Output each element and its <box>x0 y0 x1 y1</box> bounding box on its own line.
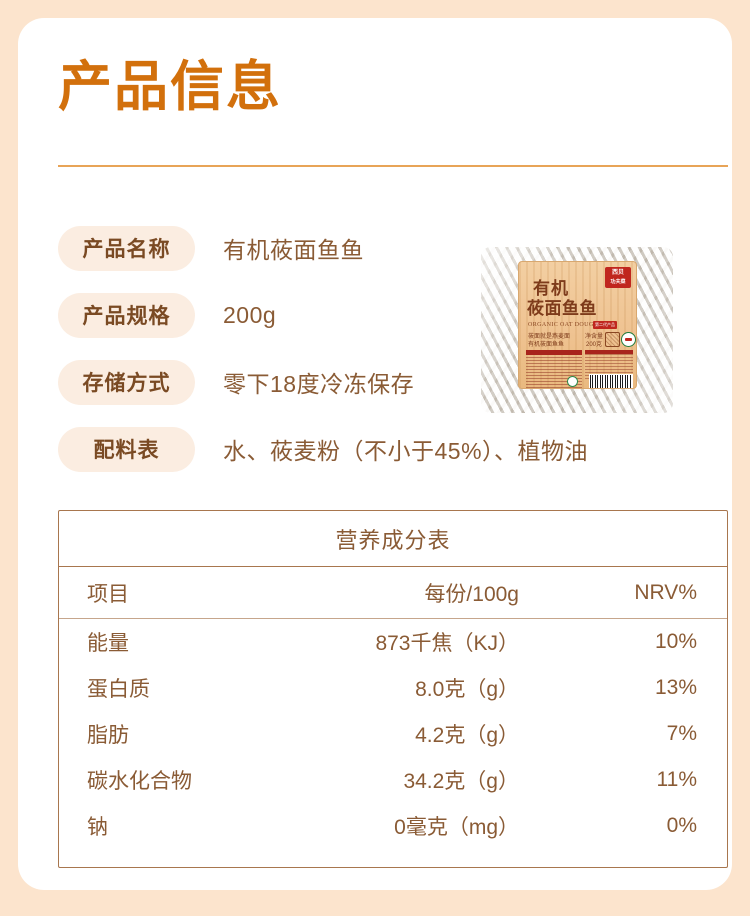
nutrient-name-protein: 蛋白质 <box>87 678 150 701</box>
title-divider <box>58 165 728 167</box>
nutrient-nrv-fat: 7% <box>666 722 697 745</box>
info-value-specification: 200g <box>223 301 277 328</box>
page-title: 产品信息 <box>58 57 282 117</box>
info-label-specification: 产品规格 <box>58 292 195 338</box>
nutrient-name-energy: 能量 <box>87 632 129 655</box>
package-subtitle-line1: 莜面就是燕麦面 <box>528 334 571 340</box>
nutrient-value-sodium: 0毫克（mg） <box>394 816 519 839</box>
package-english-name: ORGANIC OAT DOUGH <box>528 322 599 328</box>
nutrition-table-title: 营养成分表 <box>59 511 727 567</box>
title-block: 产品信息 <box>58 56 698 118</box>
info-value-product-name: 有机莜面鱼鱼 <box>223 237 364 263</box>
nutrient-value-energy: 873千焦（KJ） <box>375 632 519 655</box>
table-bottom-spacer <box>59 849 727 867</box>
brand-logo: 西贝 功夫菜 <box>605 267 631 288</box>
brand-logo-line2: 功夫菜 <box>610 279 626 285</box>
qr-code-icon <box>605 332 620 347</box>
table-row: 钠 0毫克（mg） 0% <box>59 803 727 849</box>
info-row: 存储方式 零下18度冷冻保存 <box>58 359 698 405</box>
column-header-item: 项目 <box>87 582 129 606</box>
nutrition-facts-table: 营养成分表 项目 每份/100g NRV% 能量 873千焦（KJ） 10% 蛋… <box>58 510 728 868</box>
nutrient-value-protein: 8.0克（g） <box>415 678 519 701</box>
organic-certification-icon <box>621 332 636 347</box>
nutrient-nrv-sodium: 0% <box>666 814 697 837</box>
nutrient-value-carbohydrate: 34.2克（g） <box>403 770 519 793</box>
package-front-label: 西贝 功夫菜 有机 莜面鱼鱼 ORGANIC OAT DOUGH 第二代产品 莜… <box>518 261 637 389</box>
info-row: 产品名称 有机莜面鱼鱼 <box>58 225 698 271</box>
nutrient-nrv-energy: 10% <box>654 630 697 653</box>
info-value-ingredients: 水、莜麦粉（不小于45%）、植物油 <box>223 438 589 464</box>
info-row: 配料表 水、莜麦粉（不小于45%）、植物油 <box>58 426 698 472</box>
package-net-weight-label: 净含量 <box>585 334 604 340</box>
nutrient-value-fat: 4.2克（g） <box>415 724 519 747</box>
package-generation-badge: 第二代产品 <box>593 321 617 329</box>
info-label-product-name: 产品名称 <box>58 225 195 271</box>
nutrition-table-header: 项目 每份/100g NRV% <box>59 567 727 619</box>
product-info-card: 产品信息 产品名称 有机莜面鱼鱼 产品规格 200g 存储方式 零下18度冷冻保… <box>18 18 732 890</box>
barcode-icon <box>589 374 633 388</box>
package-subtitle: 莜面就是燕麦面 有机莜面鱼鱼 <box>528 333 570 349</box>
package-net-weight-value: 200克 <box>586 342 603 348</box>
green-food-icon <box>567 376 578 387</box>
info-value-storage: 零下18度冷冻保存 <box>223 371 415 397</box>
nutrient-nrv-protein: 13% <box>654 676 697 699</box>
nutrient-name-fat: 脂肪 <box>87 724 129 747</box>
package-title-line1: 有机 <box>533 279 569 298</box>
brand-logo-line1: 西贝 <box>611 270 624 276</box>
nutrient-name-sodium: 钠 <box>87 816 108 839</box>
nutrient-name-carbohydrate: 碳水化合物 <box>87 770 192 793</box>
package-info-strip <box>526 350 582 355</box>
table-row: 碳水化合物 34.2克（g） 11% <box>59 757 727 803</box>
info-row: 产品规格 200g <box>58 292 698 338</box>
table-row: 能量 873千焦（KJ） 10% <box>59 619 727 665</box>
product-info-list: 产品名称 有机莜面鱼鱼 产品规格 200g 存储方式 零下18度冷冻保存 配料表… <box>58 225 698 493</box>
package-subtitle-line2: 有机莜面鱼鱼 <box>528 342 565 348</box>
package-net-weight: 净含量 200克 <box>585 333 603 349</box>
table-row: 脂肪 4.2克（g） 7% <box>59 711 727 757</box>
nutrient-nrv-carbohydrate: 11% <box>656 768 697 791</box>
column-header-nrv: NRV% <box>634 580 697 604</box>
column-header-per-serving: 每份/100g <box>424 582 519 606</box>
package-title-line2: 莜面鱼鱼 <box>527 299 597 318</box>
info-label-ingredients: 配料表 <box>58 426 195 472</box>
product-package-photo: 西贝 功夫菜 有机 莜面鱼鱼 ORGANIC OAT DOUGH 第二代产品 莜… <box>473 243 681 415</box>
info-label-storage: 存储方式 <box>58 359 195 405</box>
table-row: 蛋白质 8.0克（g） 13% <box>59 665 727 711</box>
